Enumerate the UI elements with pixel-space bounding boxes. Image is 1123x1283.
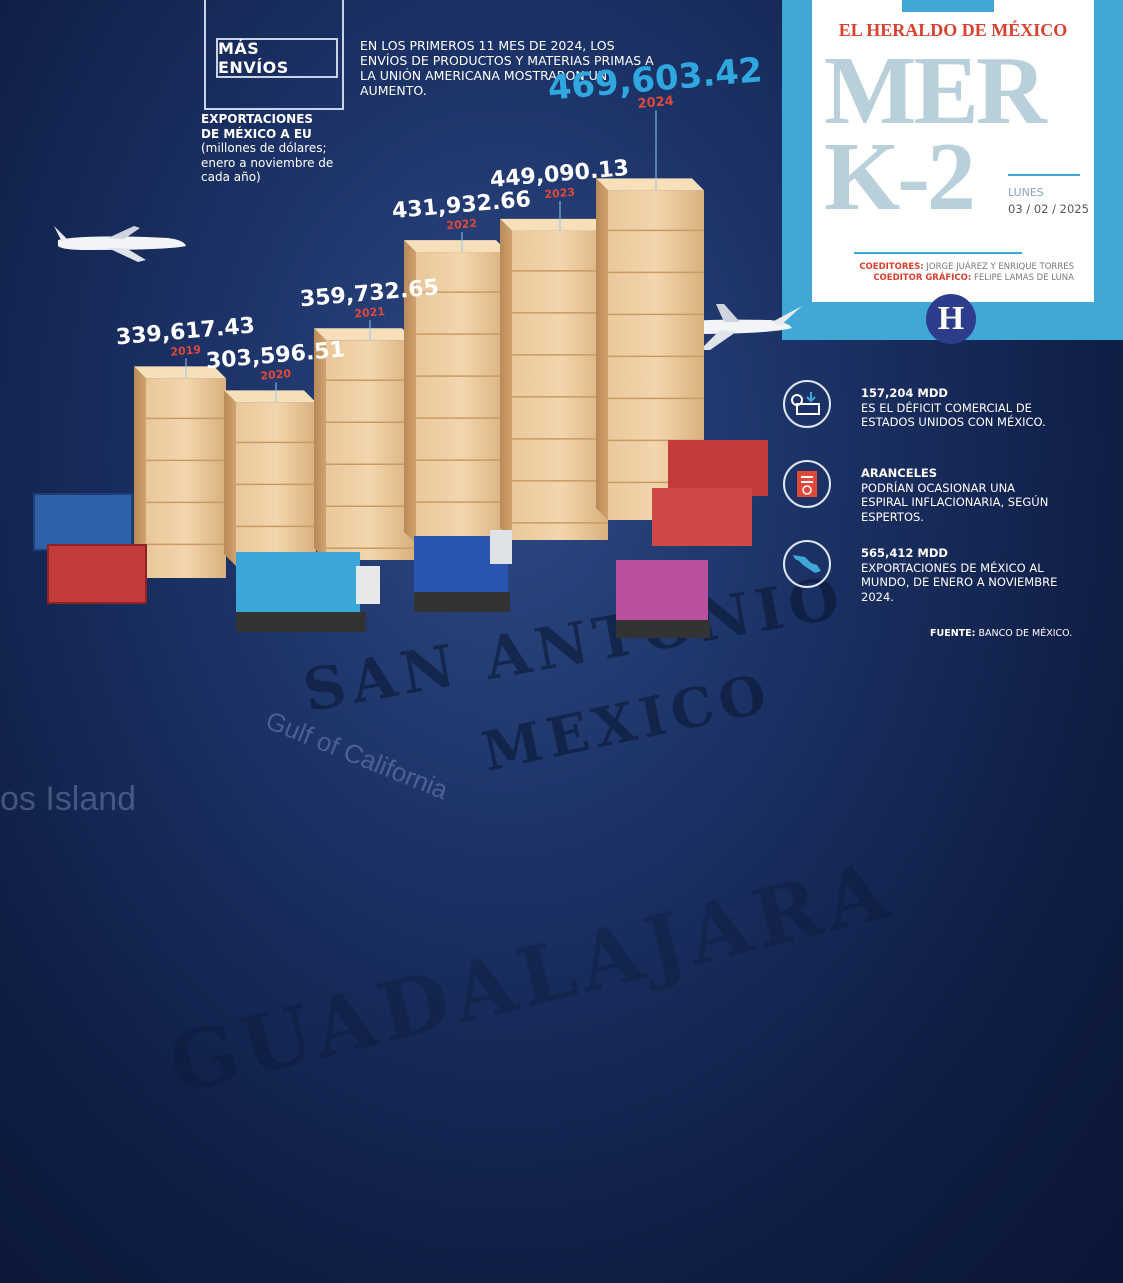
receipt-icon	[783, 460, 831, 508]
category-label: 2024	[637, 94, 674, 112]
bar-top	[500, 218, 608, 231]
shipping-container-red	[652, 440, 768, 546]
source-text: BANCO DE MÉXICO.	[978, 628, 1073, 639]
masthead-rule	[1008, 174, 1080, 176]
fact-world-exports-text: EXPORTACIONES DE MÉXICO AL MUNDO, DE ENE…	[861, 560, 1058, 604]
bar-front	[416, 252, 508, 545]
category-label: 2020	[260, 367, 292, 383]
section-title-line1: MER	[824, 37, 1047, 145]
publication-name: EL HERALDO DE MÉXICO	[838, 20, 1068, 40]
issue-day: LUNES	[1008, 186, 1044, 199]
truck-icon	[616, 560, 710, 638]
airplane-icon	[54, 226, 186, 262]
bar-2019	[134, 366, 226, 578]
category-label: 2021	[354, 305, 386, 321]
truck-icon	[236, 552, 380, 632]
fact-deficit-title: 157,204 MDD	[861, 386, 948, 400]
masthead-paper: EL HERALDO DE MÉXICO MER K-2 LUNES 03 / …	[812, 0, 1094, 302]
shipping-container-red	[47, 544, 147, 604]
bar-side	[134, 366, 146, 578]
mexico-map-icon	[783, 540, 831, 588]
section-title-line2: K-2	[824, 123, 976, 231]
category-label: 2023	[544, 186, 576, 202]
bar-top	[224, 390, 316, 403]
intro-text: EN LOS PRIMEROS 11 MES DE 2024, LOS ENVÍ…	[360, 38, 654, 98]
bar-side	[314, 328, 326, 560]
issue-date: 03 / 02 / 2025	[1008, 202, 1089, 216]
bar-top	[596, 178, 704, 191]
graphic-editor-label: COEDITOR GRÁFICO:	[873, 273, 972, 283]
chart-caption: EXPORTACIONES DE MÉXICO A EU (millones d…	[201, 112, 351, 185]
bar-2021	[314, 328, 414, 560]
bar-2020	[224, 390, 316, 566]
masthead-rule-bottom	[854, 252, 1022, 254]
coeditors: JORGE JUÁREZ Y ENRIQUE TORRES	[926, 262, 1074, 272]
bar-top	[134, 366, 226, 379]
chart-title-line1: EXPORTACIONES	[201, 112, 314, 126]
fact-deficit-text: ES EL DÉFICIT COMERCIAL DE ESTADOS UNIDO…	[861, 400, 1046, 430]
bar-side	[224, 390, 236, 566]
source-label: FUENTE:	[930, 628, 976, 639]
graphic-editor: FELIPE LAMAS DE LUNA	[973, 273, 1074, 283]
category-label: 2019	[170, 343, 202, 359]
masthead: EL HERALDO DE MÉXICO MER K-2 LUNES 03 / …	[782, 0, 1123, 344]
bar-top	[404, 240, 508, 253]
bar-front	[512, 230, 608, 541]
bar-front	[326, 340, 414, 560]
fact-world-exports-title: 565,412 MDD	[861, 546, 948, 560]
chart-subtitle: (millones de dólares; enero a noviembre …	[201, 141, 334, 184]
source-note: FUENTE: BANCO DE MÉXICO.	[930, 628, 1072, 639]
truck-icon	[414, 530, 512, 612]
bar-side	[596, 178, 608, 520]
bar-side	[500, 218, 512, 541]
chart-title-line2: DE MÉXICO A EU	[201, 126, 312, 141]
bar-front	[146, 378, 226, 578]
category-label: 2022	[446, 217, 478, 233]
fact-tariffs-title: ARANCELES	[861, 466, 938, 480]
section-badge-frame: MÁS ENVÍOS	[204, 0, 344, 110]
masthead-tab	[902, 0, 994, 12]
bar-2022	[404, 240, 508, 545]
heraldo-logo: H	[926, 294, 976, 344]
dollar-exchange-icon	[783, 380, 831, 428]
credits: COEDITORES: JORGE JUÁREZ Y ENRIQUE TORRE…	[812, 262, 1074, 284]
bar-side	[404, 240, 416, 545]
section-badge: MÁS ENVÍOS	[216, 38, 338, 78]
bar-top	[314, 328, 414, 341]
map-label-island: os Island	[0, 780, 137, 818]
bar-2023	[500, 218, 608, 541]
shipping-container-blue	[33, 493, 133, 551]
coeditors-label: COEDITORES:	[859, 262, 924, 272]
fact-tariffs-text: PODRÍAN OCASIONAR UNA ESPIRAL INFLACIONA…	[861, 480, 1049, 524]
